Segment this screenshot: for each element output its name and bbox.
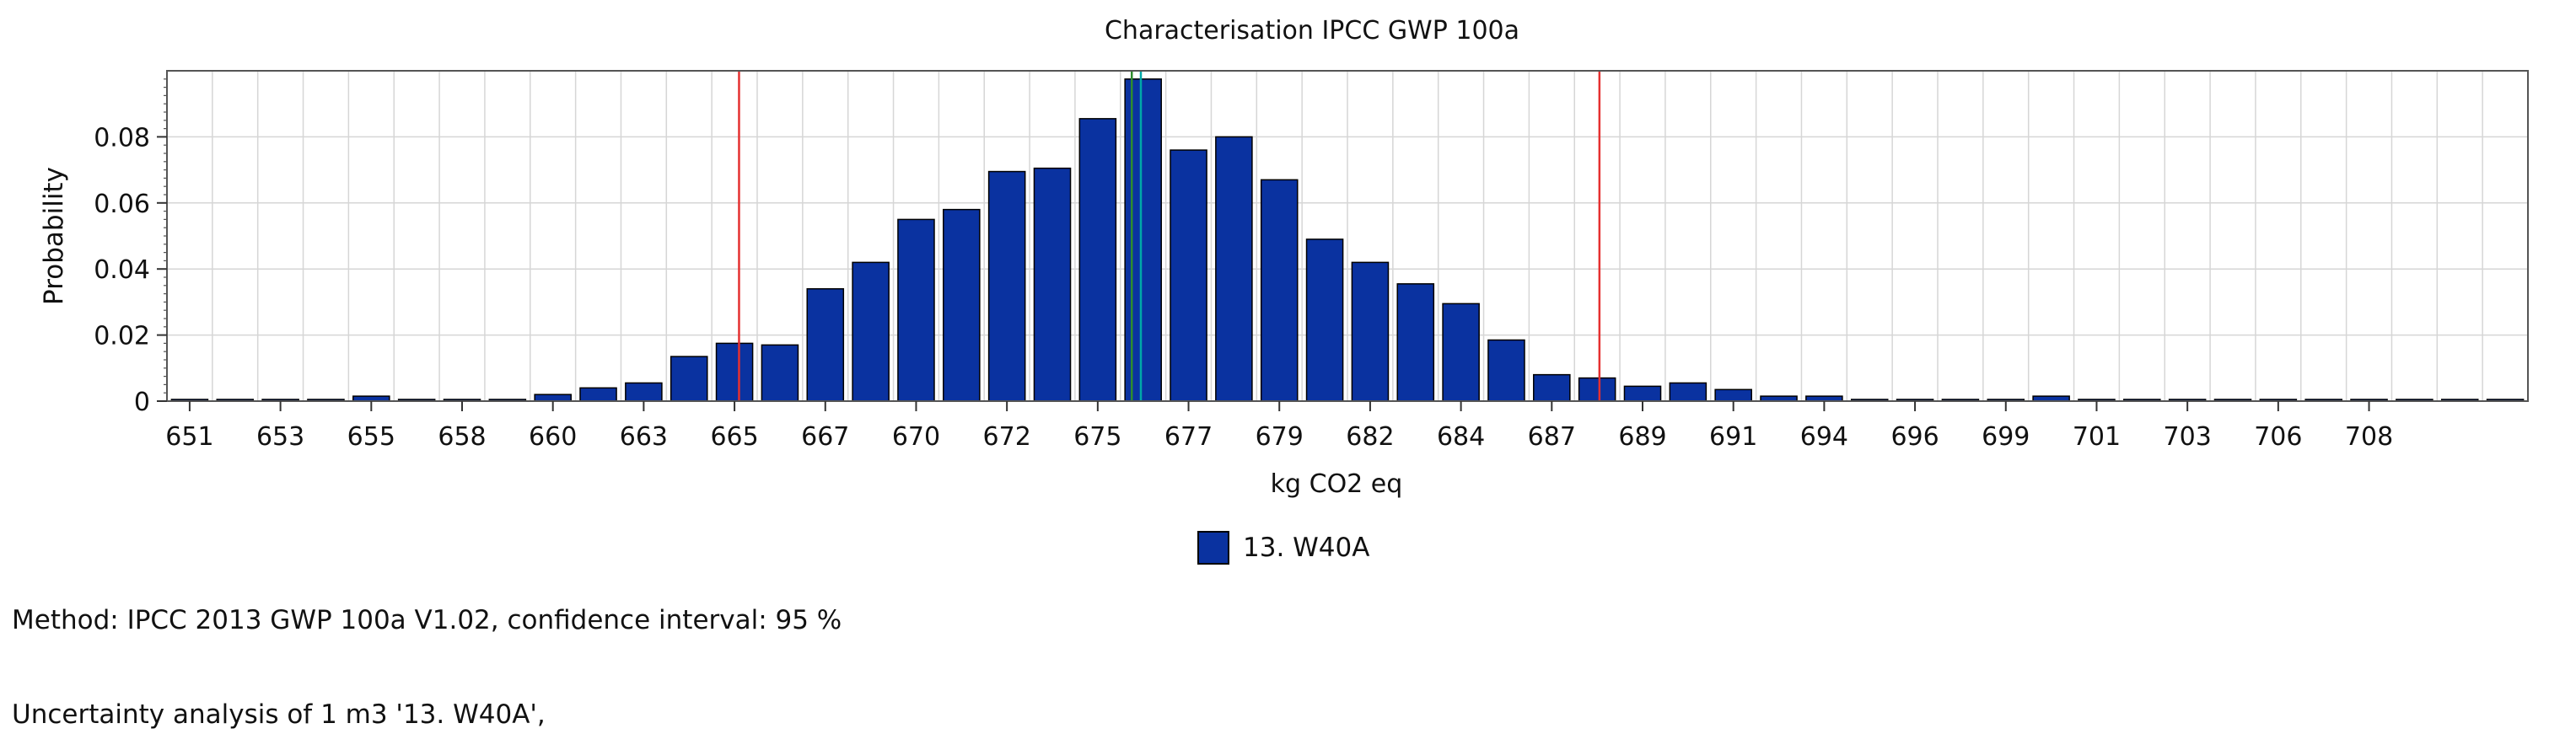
bar	[1351, 261, 1390, 402]
bar	[579, 387, 617, 402]
x-tick-label: 694	[1800, 422, 1848, 452]
x-tick-label: 677	[1164, 422, 1213, 452]
x-tick-label: 687	[1528, 422, 1576, 452]
chart-title: Characterisation IPCC GWP 100a	[1105, 16, 1519, 46]
x-tick-label: 670	[892, 422, 940, 452]
x-tick-label: 655	[347, 422, 395, 452]
bar	[1033, 167, 1072, 402]
method-info: Method: IPCC 2013 GWP 100a V1.02, confid…	[12, 605, 842, 635]
bar	[1124, 78, 1162, 402]
x-tick-label: 672	[983, 422, 1031, 452]
x-tick-label: 703	[2164, 422, 2212, 452]
bar	[1578, 377, 1616, 402]
bar	[534, 394, 572, 402]
reference-lines	[738, 71, 1601, 401]
legend-swatch	[1197, 531, 1229, 565]
bar	[1487, 339, 1525, 402]
bar	[1260, 179, 1299, 402]
bar	[1170, 149, 1207, 402]
x-tick-label: 699	[1982, 422, 2030, 452]
legend: 13. W40A	[1197, 528, 1369, 568]
bar	[1669, 382, 1707, 402]
x-tick-label: 675	[1073, 422, 1121, 452]
x-tick-label: 679	[1256, 422, 1304, 452]
x-axis-label: kg CO2 eq	[1271, 469, 1403, 499]
y-tick-label: 0.06	[94, 190, 150, 219]
x-tick-label: 665	[710, 422, 758, 452]
x-tick-label: 653	[256, 422, 304, 452]
bar	[987, 170, 1026, 402]
bar	[1305, 238, 1344, 402]
y-tick-label: 0.04	[94, 255, 150, 285]
bars	[170, 78, 2525, 402]
plot-area	[166, 70, 2529, 402]
bar	[852, 261, 890, 402]
bar	[625, 382, 663, 402]
bar	[897, 218, 935, 402]
x-tick-label: 706	[2254, 422, 2302, 452]
grid-lines	[164, 71, 2528, 402]
bar	[761, 344, 799, 402]
x-tick-label: 689	[1618, 422, 1666, 452]
x-tick-label: 684	[1437, 422, 1485, 452]
bar	[670, 356, 708, 402]
bar	[715, 342, 754, 402]
bar	[1215, 136, 1253, 402]
y-tick-label: 0.08	[94, 123, 150, 153]
bar	[806, 287, 845, 402]
x-tick-label: 658	[438, 422, 486, 452]
x-tick-label: 682	[1346, 422, 1394, 452]
legend-label: 13. W40A	[1243, 533, 1370, 563]
x-tick-label: 708	[2345, 422, 2393, 452]
x-tick-label: 696	[1890, 422, 1939, 452]
x-tick-label: 701	[2073, 422, 2121, 452]
bar	[1442, 303, 1480, 402]
x-tick-label: 651	[165, 422, 213, 452]
bar	[1533, 373, 1571, 402]
bar	[1396, 283, 1435, 402]
bar	[943, 208, 981, 402]
x-tick-label: 660	[529, 422, 577, 452]
bar	[1623, 385, 1662, 402]
y-tick-label: 0.02	[94, 322, 150, 351]
bar	[1078, 118, 1117, 402]
bar	[1714, 388, 1752, 402]
x-tick-label: 667	[801, 422, 849, 452]
y-axis: 0 0.02 0.04 0.06 0.08	[94, 123, 167, 417]
x-tick-label: 663	[620, 422, 668, 452]
x-axis: 651 653 655 658 660 663 665 667 670 672 675 677 679 6…	[165, 401, 2393, 452]
y-axis-label: Probability	[39, 167, 69, 305]
x-tick-label: 691	[1709, 422, 1757, 452]
analysis-info: Uncertainty analysis of 1 m3 '13. W40A',	[12, 699, 546, 730]
y-tick-label: 0	[134, 388, 150, 417]
